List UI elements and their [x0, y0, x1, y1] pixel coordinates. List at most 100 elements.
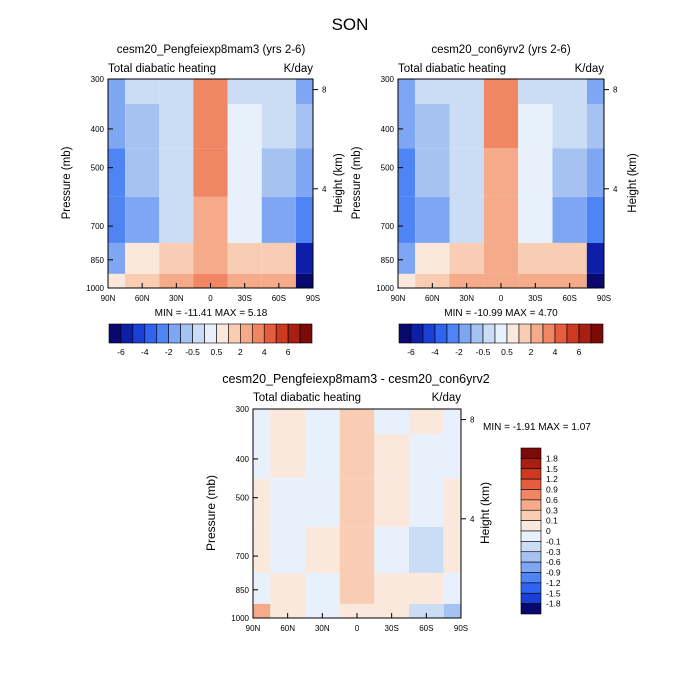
panel-3-cell — [409, 526, 444, 573]
figure-title: SON — [332, 15, 369, 34]
colorbar-1-box — [168, 323, 181, 344]
panel-2-cell — [449, 79, 484, 104]
colorbar-2-label: 4 — [553, 347, 558, 357]
panel-2-cell — [415, 79, 450, 104]
panel-3-min-max: MIN = -1.91 MAX = 1.07 — [483, 422, 591, 433]
panel-3-y-tick-label: 850 — [236, 586, 250, 595]
panel-1-cell — [295, 79, 313, 104]
panel-3-x-tick-label: 60N — [280, 624, 295, 633]
colorbar-3-label: 0 — [546, 526, 551, 536]
panel-3-left-label: Total diabatic heating — [253, 392, 361, 404]
colorbar-3-label: 1.5 — [546, 464, 558, 474]
panel-3-cell — [409, 409, 444, 434]
panel-3-cell — [443, 478, 461, 527]
colorbar-3-box — [520, 541, 542, 553]
panel-1-ylabel: Pressure (mb) — [61, 146, 73, 219]
panel-2-cell — [449, 148, 484, 197]
colorbar-2-box — [578, 323, 592, 344]
panel-3-cell — [443, 433, 461, 479]
panel-3-cell — [270, 572, 305, 604]
colorbar-2-box — [506, 323, 520, 344]
panel-1-x-tick-label: 0 — [208, 294, 213, 303]
colorbar-2-box — [446, 323, 460, 344]
colorbar-3-box — [520, 582, 542, 594]
colorbar-1-box — [216, 323, 229, 344]
panel-2-cell — [483, 273, 519, 288]
colorbar-2-label: -6 — [407, 347, 415, 357]
panel-3-cell — [305, 433, 340, 479]
panel-3-cell — [339, 478, 375, 527]
panel-2-cell — [552, 196, 587, 243]
panel-2-cell — [415, 273, 450, 288]
panel-2-x-tick-label: 90S — [597, 294, 611, 303]
panel-3-cell — [409, 572, 444, 604]
colorbar-2-box — [398, 323, 412, 344]
panel-3-x-tick-label: 60S — [419, 624, 433, 633]
panel-2-x-tick-label: 60N — [425, 294, 440, 303]
panel-2-cell — [398, 103, 416, 149]
panel-1-cell — [295, 242, 313, 274]
panel-2-cell — [398, 273, 416, 288]
panel-1-cell — [227, 103, 262, 149]
panel-3-cell — [339, 409, 375, 434]
panel-2-cell — [483, 148, 519, 197]
panel-3-x-tick-label: 90N — [246, 624, 261, 633]
colorbar-3-box — [520, 520, 542, 532]
panel-2-cell — [586, 148, 604, 197]
panel-2-cell — [586, 273, 604, 288]
panel-3-cell — [339, 572, 375, 604]
colorbar-1-box — [144, 323, 158, 344]
panel-1-cell — [159, 79, 194, 104]
colorbar-1-box — [132, 323, 146, 344]
panel-1-cell — [261, 242, 296, 274]
panel-3-cell — [374, 409, 409, 434]
colorbar-3-label: -0.3 — [546, 547, 561, 557]
panel-1-cell — [227, 273, 262, 288]
panel-1-cell — [125, 242, 160, 274]
colorbar-1-box — [275, 323, 289, 344]
panel-2-x-tick-label: 0 — [499, 294, 504, 303]
colorbar-2-box — [410, 323, 424, 344]
panel-3-height-tick-label: 4 — [470, 515, 475, 524]
panel-2-height-tick-label: 4 — [613, 185, 618, 194]
colorbar-3-label: 1.2 — [546, 474, 558, 484]
panel-2-y-tick-label: 700 — [381, 222, 395, 231]
colorbar-1-box — [263, 323, 277, 344]
colorbar-1-box — [156, 323, 169, 344]
panel-2-x-tick-label: 60S — [563, 294, 577, 303]
colorbar-3-label: -1.5 — [546, 588, 561, 598]
panel-1-x-tick-label: 30N — [169, 294, 184, 303]
panel-1-x-tick-label: 60S — [272, 294, 286, 303]
panel-2-cell — [483, 242, 519, 274]
panel-1-cell — [108, 196, 126, 243]
colorbar-2-label: 6 — [577, 347, 582, 357]
colorbar-1-box — [180, 323, 193, 344]
colorbar-1-label: -2 — [165, 347, 173, 357]
panel-1-cell — [261, 79, 296, 104]
panel-3-cell — [270, 526, 305, 573]
colorbar-1-box — [240, 323, 253, 344]
colorbar-3-box — [520, 603, 542, 615]
panel-1-left-label: Total diabatic heating — [108, 63, 216, 75]
panel-3-cell — [374, 526, 409, 573]
colorbar-1-label: -6 — [117, 347, 125, 357]
colorbar-3-box — [520, 499, 542, 511]
panel-1-cell — [295, 103, 313, 149]
panel-1-x-tick-label: 90S — [306, 294, 320, 303]
panel-2-cell — [586, 242, 604, 274]
colorbar-2-box — [458, 323, 472, 344]
panel-2-height-tick-label: 8 — [613, 86, 618, 95]
colorbar-3-box — [520, 561, 542, 573]
panel-2-cell — [483, 196, 519, 243]
panel-2-cell — [586, 79, 604, 104]
colorbar-3-label: -1.2 — [546, 578, 561, 588]
colorbar-3-label: -1.8 — [546, 599, 561, 609]
panel-2-cell — [449, 242, 484, 274]
panel-1-cell — [125, 103, 160, 149]
colorbar-2-box — [542, 323, 556, 344]
panel-2-cell — [518, 242, 553, 274]
panel-1-cell — [193, 79, 228, 104]
panel-2-cell — [483, 103, 519, 149]
colorbar-3-box — [520, 551, 542, 563]
panel-2-cell — [552, 242, 587, 274]
